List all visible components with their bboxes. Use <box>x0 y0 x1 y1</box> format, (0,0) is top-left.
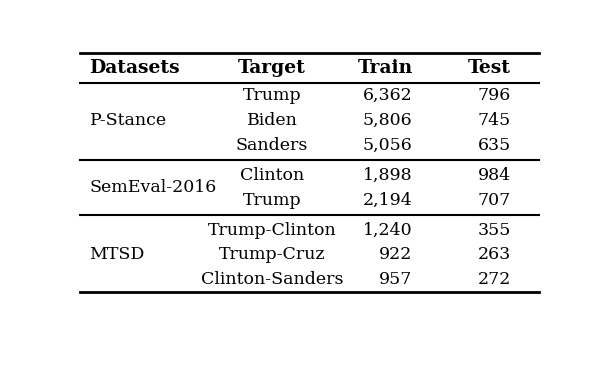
Text: 263: 263 <box>478 246 511 263</box>
Text: Train: Train <box>358 59 413 77</box>
Text: 957: 957 <box>379 271 413 288</box>
Text: 5,806: 5,806 <box>363 112 413 129</box>
Text: Trump-Cruz: Trump-Cruz <box>219 246 326 263</box>
Text: 1,898: 1,898 <box>363 166 413 184</box>
Text: Trump: Trump <box>243 192 301 209</box>
Text: SemEval-2016: SemEval-2016 <box>89 179 217 196</box>
Text: 6,362: 6,362 <box>363 87 413 104</box>
Text: 5,056: 5,056 <box>363 137 413 154</box>
Text: Target: Target <box>238 59 306 77</box>
Text: 272: 272 <box>477 271 511 288</box>
Text: Biden: Biden <box>246 112 298 129</box>
Text: Clinton: Clinton <box>240 166 304 184</box>
Text: Datasets: Datasets <box>89 59 180 77</box>
Text: 984: 984 <box>478 166 511 184</box>
Text: 796: 796 <box>478 87 511 104</box>
Text: 707: 707 <box>478 192 511 209</box>
Text: 922: 922 <box>379 246 413 263</box>
Text: 1,240: 1,240 <box>363 222 413 239</box>
Text: Trump-Clinton: Trump-Clinton <box>208 222 336 239</box>
Text: Sanders: Sanders <box>236 137 308 154</box>
Text: 355: 355 <box>477 222 511 239</box>
Text: Trump: Trump <box>243 87 301 104</box>
Text: 2,194: 2,194 <box>363 192 413 209</box>
Text: 745: 745 <box>478 112 511 129</box>
Text: 635: 635 <box>478 137 511 154</box>
Text: MTSD: MTSD <box>89 246 145 263</box>
Text: Test: Test <box>468 59 511 77</box>
Text: Clinton-Sanders: Clinton-Sanders <box>201 271 343 288</box>
Text: P-Stance: P-Stance <box>89 112 167 129</box>
